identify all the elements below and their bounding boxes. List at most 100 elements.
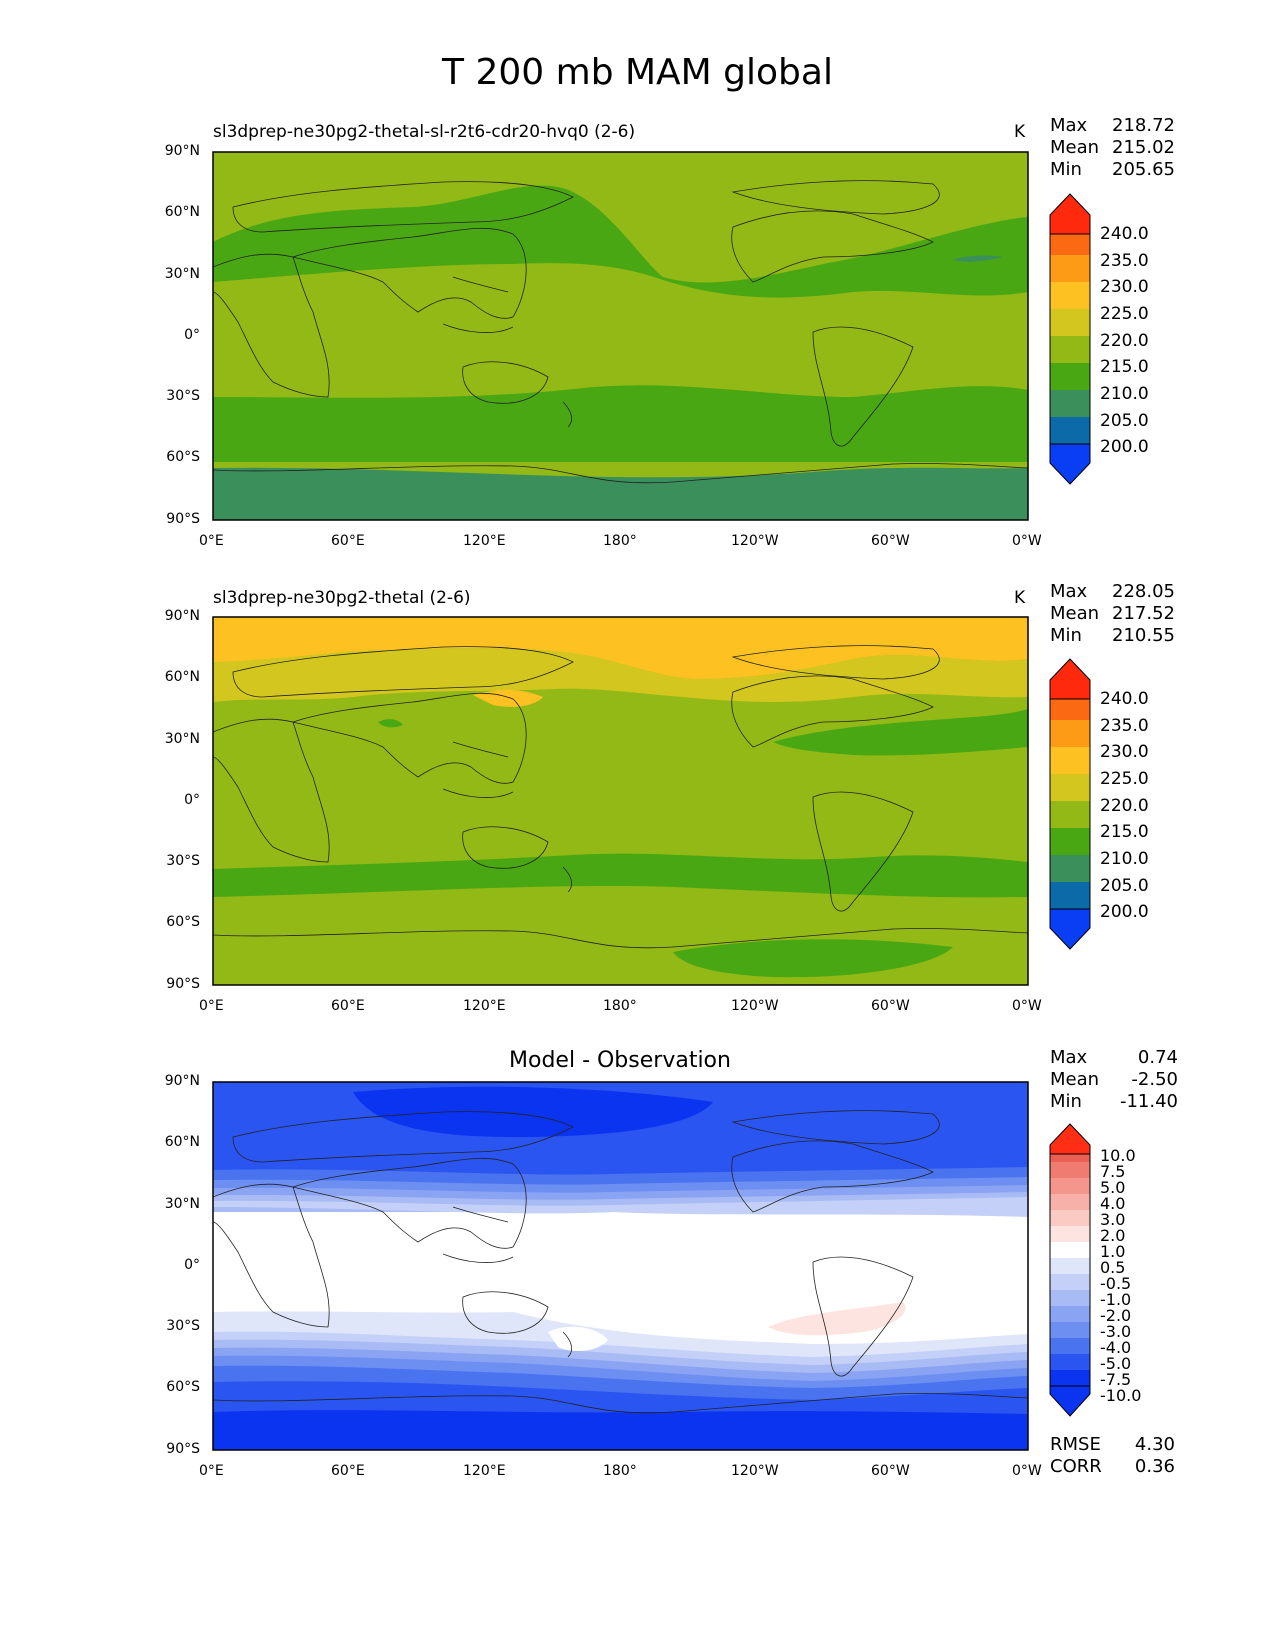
units-label: K — [1014, 122, 1026, 142]
coastlines — [212, 180, 1029, 484]
stat-max: Max 218.72 — [1050, 115, 1175, 136]
patch-positive — [548, 1326, 608, 1352]
colorbar-extend-max — [1049, 193, 1091, 235]
lon-tick: 180° — [603, 1463, 637, 1479]
lon-tick: 180° — [603, 998, 637, 1014]
colorbar-cell — [1050, 1226, 1090, 1242]
plot-frame — [212, 151, 1029, 521]
panel-title: sl3dprep-ne30pg2-thetal-sl-r2t6-cdr20-hv… — [213, 122, 636, 142]
colorbar-cell — [1050, 309, 1090, 336]
colorbar-cell — [1050, 801, 1090, 828]
colorbar-label: 235.0 — [1100, 251, 1149, 271]
map-plot — [212, 151, 1029, 521]
lon-tick: 0°E — [199, 998, 224, 1014]
colorbar-label: 210.0 — [1100, 849, 1149, 869]
colorbar-label: 205.0 — [1100, 876, 1149, 896]
lat-tick: 0° — [184, 327, 200, 343]
colorbar-label: -3.0 — [1100, 1322, 1132, 1341]
colorbar-cell — [1050, 855, 1090, 882]
colorbar-label: 10.0 — [1100, 1146, 1136, 1165]
colorbar — [1049, 1123, 1091, 1417]
colorbar — [1049, 658, 1091, 950]
colorbar-cell — [1050, 1210, 1090, 1226]
lat-tick: 60°S — [166, 449, 200, 465]
colorbar-label: 7.5 — [1100, 1162, 1126, 1181]
colorbar-label: -0.5 — [1100, 1274, 1132, 1293]
plot-frame — [212, 1081, 1029, 1451]
lon-tick: 60°W — [871, 1463, 910, 1479]
lat-tick: 90°N — [164, 143, 200, 159]
colorbar-cell — [1050, 234, 1090, 255]
band-south-210-215 — [213, 853, 1028, 898]
stat-corr: CORR 0.36 — [1050, 1456, 1175, 1477]
patch-05-1 — [768, 1302, 906, 1336]
band-north-min — [353, 1086, 713, 1137]
patch-210-215 — [378, 719, 403, 728]
colorbar-label: 200.0 — [1100, 437, 1149, 457]
patch-antarctic-210-215 — [673, 939, 953, 978]
colorbar-frame — [1049, 233, 1091, 445]
lat-tick: 30°N — [164, 1196, 200, 1212]
colorbar-label: 4.0 — [1100, 1194, 1126, 1213]
colorbar-cell — [1050, 255, 1090, 282]
lat-tick: 90°S — [166, 511, 200, 527]
colorbar-extend-max — [1049, 658, 1091, 700]
stat-min: Min 210.55 — [1050, 625, 1175, 646]
colorbar-label: 200.0 — [1100, 902, 1149, 922]
colorbar-label: 3.0 — [1100, 1210, 1126, 1229]
lon-tick: 60°E — [331, 1463, 365, 1479]
colorbar-label: 240.0 — [1100, 224, 1149, 244]
colorbar-label: -10.0 — [1100, 1386, 1142, 1405]
colorbar-extend-min — [1049, 1385, 1091, 1417]
colorbar-label: 215.0 — [1100, 357, 1149, 377]
lon-tick: 120°E — [463, 998, 506, 1014]
colorbar-cell — [1050, 1154, 1090, 1162]
colorbar-cell — [1050, 1242, 1090, 1258]
colorbar-label: 225.0 — [1100, 769, 1149, 789]
colorbar-cell — [1050, 1322, 1090, 1338]
colorbar-cell — [1050, 1258, 1090, 1274]
lat-tick: 30°N — [164, 266, 200, 282]
stat-mean: Mean -2.50 — [1050, 1069, 1178, 1090]
background-215-220 — [213, 152, 1028, 520]
lat-tick: 0° — [184, 1257, 200, 1273]
colorbar-label: 215.0 — [1100, 822, 1149, 842]
lon-tick: 60°E — [331, 998, 365, 1014]
colorbar-label: 240.0 — [1100, 689, 1149, 709]
colorbar-cell — [1050, 1194, 1090, 1210]
colorbar-label: -5.0 — [1100, 1354, 1132, 1373]
colorbar-cell — [1050, 417, 1090, 444]
colorbar-label: 220.0 — [1100, 796, 1149, 816]
coastlines — [212, 645, 1029, 949]
colorbar-cell — [1050, 1162, 1090, 1178]
map-plot — [212, 616, 1029, 986]
lon-tick: 180° — [603, 533, 637, 549]
stat-min: Min 205.65 — [1050, 159, 1175, 180]
panel-title: sl3dprep-ne30pg2-thetal (2-6) — [213, 588, 471, 608]
lat-tick: 60°N — [164, 669, 200, 685]
stat-max: Max 0.74 — [1050, 1047, 1178, 1068]
lon-tick: 0°E — [199, 533, 224, 549]
colorbar-cell — [1050, 390, 1090, 417]
lon-tick: 0°W — [1012, 1463, 1042, 1479]
lon-tick: 120°E — [463, 1463, 506, 1479]
polar-north-225-230 — [213, 617, 1028, 679]
colorbar-label: 5.0 — [1100, 1178, 1126, 1197]
colorbar-cell — [1050, 1290, 1090, 1306]
colorbar-label: 210.0 — [1100, 384, 1149, 404]
colorbar-label: 220.0 — [1100, 331, 1149, 351]
units-label: K — [1014, 588, 1026, 608]
colorbar-cell — [1050, 1354, 1090, 1370]
colorbar-cell — [1050, 1370, 1090, 1386]
lon-tick: 120°W — [731, 1463, 779, 1479]
colorbar-cell — [1050, 336, 1090, 363]
colorbar — [1049, 193, 1091, 485]
colorbar-frame — [1049, 1153, 1091, 1387]
colorbar-label: -1.0 — [1100, 1290, 1132, 1309]
band-south-210-215 — [213, 385, 1028, 462]
lat-tick: 30°S — [166, 853, 200, 869]
colorbar-cell — [1050, 774, 1090, 801]
band-north-210-215 — [773, 709, 1028, 756]
stat-max: Max 228.05 — [1050, 581, 1175, 602]
colorbar-cell — [1050, 720, 1090, 747]
